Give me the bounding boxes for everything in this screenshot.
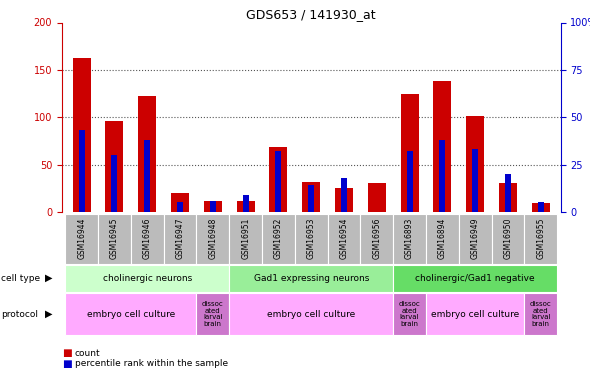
FancyBboxPatch shape (525, 214, 557, 264)
Text: Gad1 expressing neurons: Gad1 expressing neurons (254, 274, 369, 283)
Bar (308, 185, 314, 212)
FancyBboxPatch shape (525, 293, 557, 335)
Bar (341, 178, 347, 212)
Bar (335, 188, 353, 212)
Bar (106, 121, 123, 212)
Bar (499, 183, 517, 212)
Bar (171, 193, 189, 212)
Bar (302, 182, 320, 212)
Bar (204, 201, 222, 212)
Bar (138, 96, 156, 212)
FancyBboxPatch shape (65, 265, 230, 292)
Text: GSM16947: GSM16947 (176, 217, 185, 259)
Bar (538, 202, 544, 212)
FancyBboxPatch shape (230, 293, 393, 335)
Title: GDS653 / 141930_at: GDS653 / 141930_at (247, 8, 376, 21)
Text: GSM16953: GSM16953 (307, 217, 316, 259)
Bar (466, 116, 484, 212)
Text: GSM16954: GSM16954 (339, 217, 349, 259)
FancyBboxPatch shape (230, 214, 262, 264)
Bar (145, 140, 150, 212)
Bar (532, 203, 550, 212)
Text: GSM16951: GSM16951 (241, 217, 250, 259)
Bar (242, 195, 248, 212)
Text: GSM16946: GSM16946 (143, 217, 152, 259)
FancyBboxPatch shape (163, 214, 196, 264)
Text: GSM16950: GSM16950 (503, 217, 513, 259)
Text: GSM16949: GSM16949 (471, 217, 480, 259)
FancyBboxPatch shape (327, 214, 360, 264)
FancyBboxPatch shape (65, 214, 98, 264)
Bar (472, 149, 478, 212)
Bar (276, 151, 281, 212)
Text: GSM16948: GSM16948 (208, 217, 217, 259)
FancyBboxPatch shape (131, 214, 163, 264)
Text: cholinergic/Gad1 negative: cholinergic/Gad1 negative (415, 274, 535, 283)
Text: GSM16956: GSM16956 (372, 217, 381, 259)
Text: GSM16955: GSM16955 (536, 217, 545, 259)
FancyBboxPatch shape (98, 214, 131, 264)
FancyBboxPatch shape (295, 214, 327, 264)
Bar (177, 202, 183, 212)
Bar (368, 183, 386, 212)
Bar (407, 151, 412, 212)
FancyBboxPatch shape (360, 214, 393, 264)
FancyBboxPatch shape (393, 214, 426, 264)
Bar (237, 201, 255, 212)
Bar (78, 130, 84, 212)
FancyBboxPatch shape (459, 214, 491, 264)
Text: dissoc
ated
larval
brain: dissoc ated larval brain (399, 302, 421, 327)
Text: ■: ■ (62, 348, 72, 358)
FancyBboxPatch shape (196, 293, 230, 335)
FancyBboxPatch shape (393, 293, 426, 335)
Text: cholinergic neurons: cholinergic neurons (103, 274, 192, 283)
Bar (210, 201, 216, 212)
Bar (270, 147, 287, 212)
Text: GSM16952: GSM16952 (274, 217, 283, 259)
Text: dissoc
ated
larval
brain: dissoc ated larval brain (202, 302, 224, 327)
Text: embryo cell culture: embryo cell culture (87, 310, 175, 319)
FancyBboxPatch shape (196, 214, 230, 264)
FancyBboxPatch shape (491, 214, 525, 264)
FancyBboxPatch shape (230, 265, 393, 292)
Bar (440, 140, 445, 212)
Text: ▶: ▶ (45, 273, 52, 283)
FancyBboxPatch shape (65, 293, 196, 335)
Text: embryo cell culture: embryo cell culture (431, 310, 519, 319)
Text: ▶: ▶ (45, 309, 52, 319)
Text: count: count (75, 349, 100, 358)
Text: protocol: protocol (1, 310, 38, 319)
Text: percentile rank within the sample: percentile rank within the sample (75, 359, 228, 368)
Text: GSM16945: GSM16945 (110, 217, 119, 259)
Bar (401, 94, 419, 212)
Text: GSM16893: GSM16893 (405, 217, 414, 259)
Bar (434, 81, 451, 212)
Bar (112, 155, 117, 212)
Text: cell type: cell type (1, 274, 40, 283)
FancyBboxPatch shape (426, 214, 459, 264)
Text: dissoc
ated
larval
brain: dissoc ated larval brain (530, 302, 552, 327)
Text: GSM16944: GSM16944 (77, 217, 86, 259)
FancyBboxPatch shape (426, 293, 525, 335)
Text: GSM16894: GSM16894 (438, 217, 447, 259)
FancyBboxPatch shape (393, 265, 557, 292)
Text: embryo cell culture: embryo cell culture (267, 310, 355, 319)
Bar (505, 174, 511, 212)
Text: ■: ■ (62, 359, 72, 369)
Bar (73, 57, 91, 212)
FancyBboxPatch shape (262, 214, 295, 264)
